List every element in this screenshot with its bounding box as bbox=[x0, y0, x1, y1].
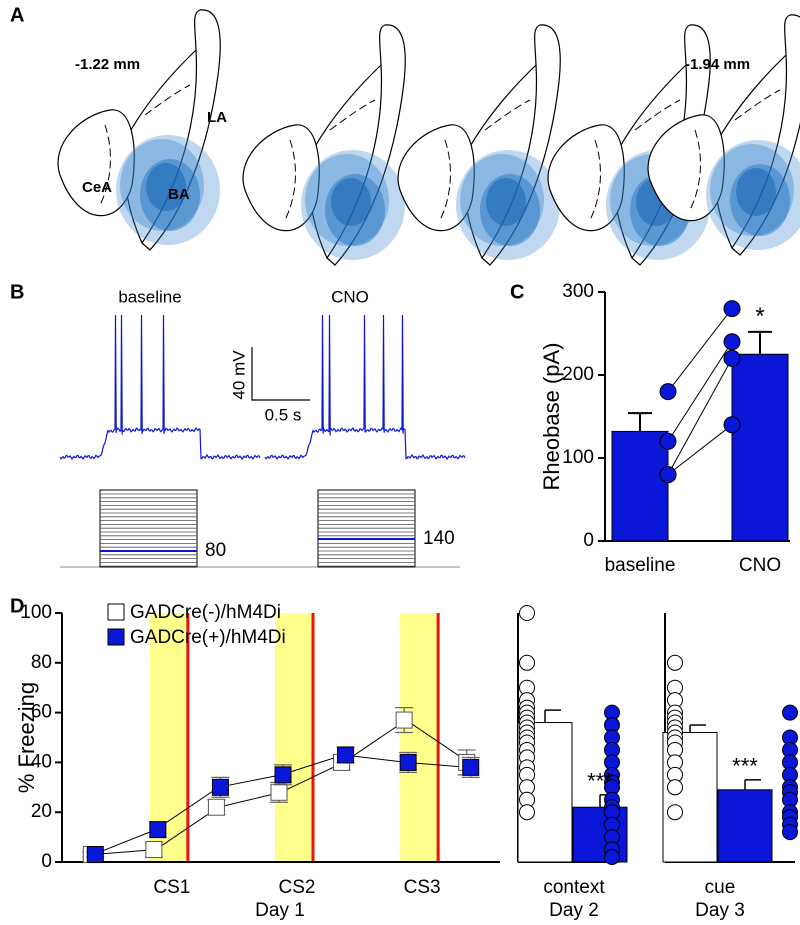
voltage-trace bbox=[264, 314, 466, 461]
subject-point bbox=[519, 654, 535, 671]
marker bbox=[207, 798, 225, 816]
x-tick-label: CNO bbox=[739, 555, 781, 576]
legend-label: GADCre(-)/hM4Di bbox=[130, 602, 281, 623]
pair-line bbox=[667, 308, 733, 392]
marker bbox=[145, 841, 163, 859]
significance: *** bbox=[587, 769, 613, 794]
subject-point bbox=[519, 605, 535, 621]
brain-section bbox=[398, 25, 560, 265]
bar bbox=[731, 353, 789, 542]
subject-point bbox=[667, 804, 683, 821]
cell-point bbox=[659, 383, 677, 401]
cell-point bbox=[723, 300, 741, 318]
brain-section bbox=[58, 10, 220, 250]
voltage-trace bbox=[59, 314, 261, 461]
cs-period bbox=[275, 613, 313, 862]
y-axis-label: % Freezing bbox=[14, 682, 39, 793]
subject-point bbox=[667, 779, 683, 796]
x-tick-label: CS2 bbox=[279, 877, 316, 898]
region-label: LA bbox=[207, 109, 227, 126]
subject-point bbox=[782, 824, 798, 841]
scale-label: 40 mV bbox=[229, 350, 248, 400]
significance: *** bbox=[732, 754, 758, 779]
x-tick-label: CS3 bbox=[404, 877, 441, 898]
level-label: -1.94 mm bbox=[685, 56, 750, 73]
step-label: 80 bbox=[205, 540, 226, 561]
bar bbox=[611, 430, 669, 542]
x-tick-label: baseline bbox=[605, 555, 676, 576]
pair-line bbox=[667, 424, 733, 475]
marker bbox=[274, 766, 292, 784]
marker bbox=[399, 753, 417, 771]
y-tick-label: 100 bbox=[562, 447, 594, 468]
marker bbox=[211, 778, 229, 796]
brain-section bbox=[243, 25, 405, 265]
y-axis-label: Rheobase (pA) bbox=[539, 343, 564, 491]
scale-bar bbox=[251, 347, 310, 401]
marker bbox=[395, 711, 413, 729]
x-axis-label: Day 1 bbox=[255, 900, 305, 921]
subject-point bbox=[519, 804, 535, 821]
panel-label: B bbox=[10, 281, 24, 303]
y-tick-label: 20 bbox=[31, 801, 52, 822]
legend-label: GADCre(+)/hM4Di bbox=[130, 627, 286, 648]
significance: * bbox=[755, 303, 764, 330]
pair-line bbox=[667, 358, 733, 475]
y-tick-label: 300 bbox=[562, 281, 594, 302]
pair-line bbox=[667, 341, 733, 442]
y-tick-label: 0 bbox=[583, 530, 594, 551]
y-tick-label: 60 bbox=[31, 702, 52, 723]
marker bbox=[86, 846, 104, 864]
marker bbox=[462, 758, 480, 776]
cell-point bbox=[659, 466, 677, 484]
region-label: CeA bbox=[82, 179, 112, 196]
panel-label: A bbox=[10, 4, 24, 26]
cell-point bbox=[723, 349, 741, 367]
step-label: 140 bbox=[423, 528, 455, 549]
panel-label: D bbox=[10, 595, 24, 617]
subject-point bbox=[604, 849, 620, 866]
condition-label: CNO bbox=[331, 287, 369, 306]
legend-swatch bbox=[107, 628, 125, 646]
x-label: cue bbox=[705, 877, 736, 898]
subject-point bbox=[782, 704, 798, 721]
marker bbox=[270, 783, 288, 801]
y-tick-label: 100 bbox=[20, 602, 52, 623]
cell-point bbox=[723, 416, 741, 434]
region-label: BA bbox=[168, 186, 190, 203]
condition-label: baseline bbox=[118, 287, 181, 306]
level-label: -1.22 mm bbox=[75, 56, 140, 73]
panel-label: C bbox=[510, 281, 524, 303]
cell-point bbox=[723, 333, 741, 351]
marker bbox=[337, 746, 355, 764]
y-tick-label: 80 bbox=[31, 652, 52, 673]
scale-label: 0.5 s bbox=[265, 405, 302, 424]
y-tick-label: 200 bbox=[562, 364, 594, 385]
cell-point bbox=[659, 432, 677, 450]
bar bbox=[717, 789, 773, 863]
y-tick-label: 0 bbox=[41, 851, 52, 872]
marker bbox=[149, 821, 167, 839]
subject-point bbox=[667, 654, 683, 671]
x-label: context bbox=[543, 877, 605, 898]
x-tick-label: CS1 bbox=[153, 877, 190, 898]
panel-a-sections bbox=[58, 10, 800, 265]
x-sublabel: Day 3 bbox=[695, 900, 745, 921]
legend-swatch bbox=[107, 603, 125, 621]
y-tick-label: 40 bbox=[31, 751, 52, 772]
x-sublabel: Day 2 bbox=[549, 900, 599, 921]
